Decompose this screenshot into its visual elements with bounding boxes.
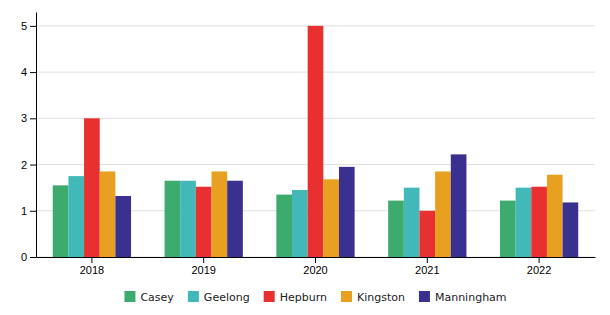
y-axis-line [36,13,37,258]
grid [36,26,595,257]
y-tick: 1 [21,205,36,217]
legend-item: Kingston [341,291,405,304]
bar [212,171,228,257]
y-tick-label: 5 [21,20,27,32]
y-tick-label: 1 [21,205,27,217]
y-tick-label: 2 [21,159,27,171]
bar [500,201,516,257]
legend-item: Manningham [419,291,507,304]
x-tick: 2018 [80,257,104,276]
bars [53,26,578,257]
legend-swatch [341,291,352,302]
legend-label: Kingston [357,291,405,304]
x-tick: 2020 [303,257,327,276]
x-tick: 2022 [527,257,551,276]
x-tick-mark [427,257,428,263]
legend-swatch [188,291,199,302]
legend-item: Hepburn [264,291,327,304]
bar [180,181,196,257]
legend-item: Casey [124,291,174,304]
plot: 2018 2019 2020 2021 2022 0 1 2 3 4 5 [21,13,596,276]
y-tick-label: 4 [21,66,27,78]
bar-series [100,171,563,257]
legend-label: Hepburn [280,291,327,304]
x-tick-label: 2021 [415,264,439,276]
y-tick: 2 [21,159,36,171]
legend-swatch [419,291,430,302]
chart-container: 2018 2019 2020 2021 2022 0 1 2 3 4 5 Casey Geelong He… [0,0,610,315]
bar [100,171,116,257]
bar [323,179,339,257]
x-tick: 2019 [191,257,215,276]
bar [435,171,451,257]
y-tick: 4 [21,66,36,78]
x-tick-mark [91,257,92,263]
bar [53,185,69,257]
y-axis: 0 1 2 3 4 5 [21,13,37,264]
bar [531,187,547,257]
x-tick-label: 2022 [527,264,551,276]
y-tick-mark [30,72,36,73]
bar [196,187,212,257]
x-axis: 2018 2019 2020 2021 2022 [37,257,596,276]
bar-series [115,154,578,257]
x-tick-label: 2020 [303,264,327,276]
bar [68,176,84,257]
y-tick-mark [30,165,36,166]
bar [292,190,308,257]
chart: 2018 2019 2020 2021 2022 0 1 2 3 4 5 Casey Geelong He… [0,0,610,315]
y-tick-label: 0 [21,251,27,263]
y-tick-mark [30,257,36,258]
bar [419,211,435,257]
y-tick-mark [30,26,36,27]
bar [516,188,532,257]
bar [115,196,131,257]
legend-swatch [124,291,135,302]
bar [404,188,420,257]
bar [339,167,355,257]
y-tick-mark [30,118,36,119]
bar [227,181,243,257]
x-tick-mark [539,257,540,263]
legend-swatch [264,291,275,302]
bar [84,118,100,257]
bar-series [84,26,547,257]
legend-label: Casey [140,291,174,304]
x-tick: 2021 [415,257,439,276]
bar [388,201,404,257]
bar [308,26,324,257]
bar [451,154,467,257]
legend-label: Geelong [204,291,250,304]
bar [165,181,181,257]
x-tick-label: 2019 [191,264,215,276]
legend-label: Manningham [435,291,507,304]
y-tick-mark [30,211,36,212]
y-tick: 3 [21,112,36,124]
legend-item: Geelong [188,291,250,304]
y-tick: 0 [21,251,36,263]
bar [547,175,563,257]
x-tick-mark [315,257,316,263]
bar [276,195,292,257]
legend: Casey Geelong Hepburn Kingston Manningham [124,291,506,304]
x-tick-label: 2018 [80,264,104,276]
y-tick: 5 [21,20,36,32]
y-tick-label: 3 [21,112,27,124]
x-tick-mark [203,257,204,263]
bar [563,202,579,257]
